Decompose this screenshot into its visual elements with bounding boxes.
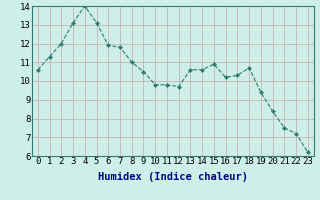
X-axis label: Humidex (Indice chaleur): Humidex (Indice chaleur) [98, 172, 248, 182]
